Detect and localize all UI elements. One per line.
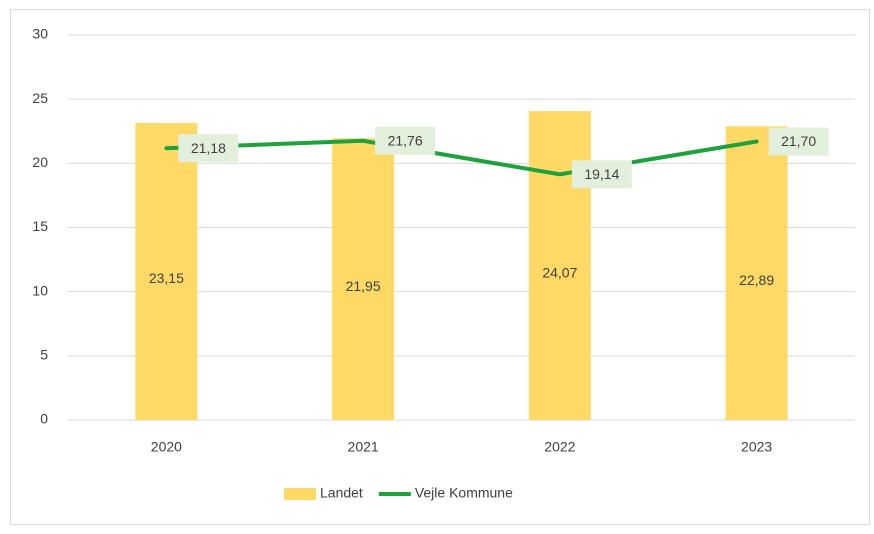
line-label-box <box>768 127 829 156</box>
bar <box>332 138 395 420</box>
bar-value-label: 24,07 <box>542 264 577 280</box>
x-tick-label: 2023 <box>741 439 772 455</box>
x-tick-label: 2022 <box>544 439 575 455</box>
bar-value-label: 22,89 <box>739 272 774 288</box>
y-tick-label: 10 <box>32 282 48 298</box>
legend-label: Landet <box>320 485 363 501</box>
x-tick-label: 2021 <box>348 439 379 455</box>
line <box>164 138 759 177</box>
bar <box>135 122 198 421</box>
y-tick-label: 20 <box>32 154 48 170</box>
line-value-label: 21,76 <box>388 132 423 148</box>
y-tick-label: 25 <box>32 90 48 106</box>
legend-label: Vejle Kommune <box>415 485 513 501</box>
bar-value-label: 21,95 <box>346 278 381 294</box>
bar-value-label: 23,15 <box>149 270 184 286</box>
bar <box>725 126 788 421</box>
y-tick-label: 30 <box>32 26 48 42</box>
line-label-box <box>571 160 632 189</box>
line-value-label: 21,70 <box>781 133 816 149</box>
legend-swatch <box>284 488 316 500</box>
y-tick-label: 0 <box>40 411 48 427</box>
x-tick-label: 2020 <box>151 439 182 455</box>
line-label-box <box>375 126 436 155</box>
y-tick-label: 5 <box>40 347 48 363</box>
y-tick-label: 15 <box>32 218 48 234</box>
line-value-label: 19,14 <box>584 166 619 182</box>
line-value-label: 21,18 <box>191 140 226 156</box>
line-label-box <box>178 134 239 163</box>
